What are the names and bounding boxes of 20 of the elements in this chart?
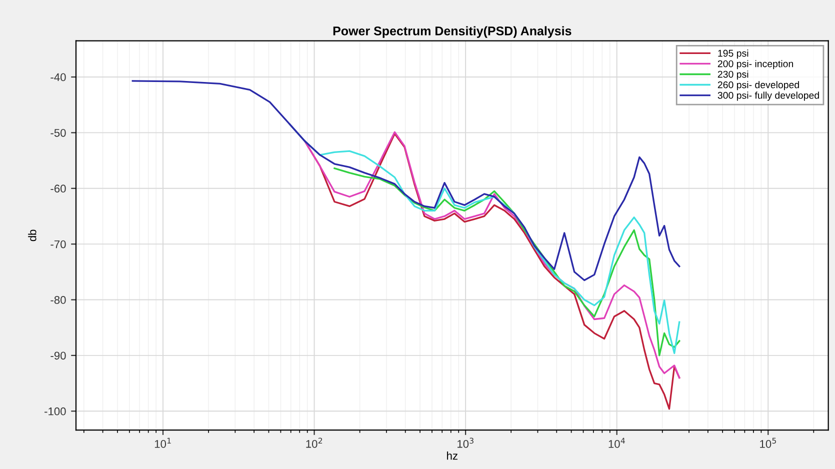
y-tick-label: -50 [50,128,66,137]
legend-label: 260 psi- developed [718,81,799,90]
x-tick-label: 10$^{3}$ [458,438,474,448]
x-tick-label: 10$^{4}$ [608,438,625,448]
y-tick-label: -100 [44,407,66,416]
y-tick-label: -40 [50,73,66,82]
legend-label: 300 psi- fully developed [718,92,819,101]
chart-title: Power Spectrum Densitiy(PSD) Analysis [333,26,572,38]
x-axis-title: hz [447,452,458,460]
y-axis-title: db [28,230,36,242]
legend-label: 200 psi- inception [718,60,794,70]
y-tick-label: -70 [50,240,66,248]
y-tick-label: -90 [50,352,66,360]
legend-label: 230 psi [718,70,748,80]
x-tick-label: 10$^{1}$ [154,438,171,448]
legend-label: 195 psi [718,50,748,59]
x-tick-label: 10$^{2}$ [306,438,322,448]
y-tick-label: -60 [50,184,66,193]
y-tick-label: -80 [50,296,66,304]
x-tick-label: 10$^{5}$ [760,438,776,448]
